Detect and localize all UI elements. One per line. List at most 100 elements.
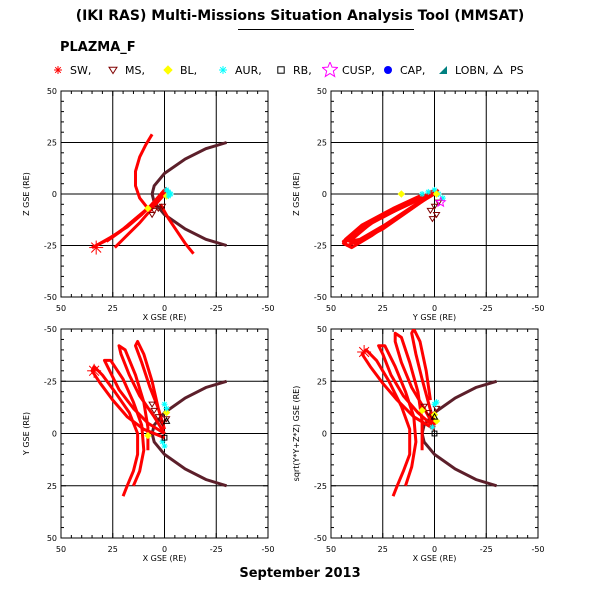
- orbit-track: [113, 190, 168, 249]
- circle-filled-icon: [384, 66, 392, 74]
- marker-ms: [150, 407, 159, 415]
- legend-label: RB,: [293, 63, 312, 77]
- x-tick-label: -25: [480, 545, 493, 554]
- data-layer: [87, 340, 228, 497]
- data-layer: [89, 133, 228, 255]
- legend-marker: [322, 62, 338, 78]
- y-tick-label: 25: [317, 139, 327, 148]
- orbit-track: [134, 133, 154, 210]
- plot-area: 50 25 0 -25 -50 50 25 0 -25 -50 X GSE (RE) sqrt(Y*Y…: [292, 325, 545, 563]
- y-tick-label: 0: [322, 190, 327, 199]
- y-axis-label: sqrt(Y*Y+Z*Z) GSE (RE): [292, 386, 301, 482]
- y-tick-label: 50: [317, 325, 327, 334]
- marker-ms: [420, 403, 429, 410]
- y-tick-label: 50: [317, 87, 327, 96]
- y-axis-label: Y GSE (RE): [22, 412, 31, 456]
- x-tick-label: 25: [378, 304, 388, 313]
- legend-marker: [219, 66, 227, 74]
- x-tick-label: 50: [56, 545, 66, 554]
- triangle-filled-icon: [439, 66, 447, 74]
- marker-bl: [432, 190, 441, 198]
- triangle-open-icon: [493, 64, 503, 74]
- plot-area: 50 25 0 -25 -50 50 25 0 -25 -50 X GSE (RE) Z GSE (R…: [22, 87, 275, 322]
- data-layer: [357, 329, 498, 497]
- marker-aur: [163, 405, 170, 412]
- marker-ms: [150, 207, 159, 215]
- x-tick-label: -50: [261, 304, 274, 313]
- y-tick-label: 25: [317, 377, 327, 386]
- y-tick-label: -25: [314, 242, 327, 251]
- legend-item-aur: AUR,: [215, 62, 262, 78]
- marker-ps: [162, 416, 171, 424]
- marker-ms: [162, 416, 171, 423]
- y-tick-label: 25: [47, 139, 57, 148]
- x-tick-label: 50: [326, 304, 336, 313]
- legend-marker: [277, 66, 285, 74]
- page-title: (IKI RAS) Multi-Missions Situation Analy…: [75, 8, 525, 24]
- legend-item-ps: PS: [490, 62, 524, 78]
- x-tick-label: 0: [162, 304, 167, 313]
- legend-label: AUR,: [235, 63, 262, 77]
- mission-name: PLAZMA_F: [60, 40, 136, 55]
- y-tick-label: 25: [47, 482, 57, 491]
- y-tick-label: -25: [44, 242, 57, 251]
- asterisk-icon: [54, 66, 62, 74]
- marker-bl: [144, 204, 152, 213]
- x-tick-label: -50: [531, 304, 544, 313]
- legend-item-rb: RB,: [273, 62, 312, 78]
- orbit-track: [103, 358, 166, 487]
- diamond-icon: [163, 65, 173, 75]
- orbit-track: [134, 340, 166, 430]
- x-axis-label: Y GSE (RE): [412, 313, 456, 322]
- orbit-track: [377, 344, 436, 487]
- x-tick-label: -50: [261, 545, 274, 554]
- legend-label: CAP,: [400, 63, 426, 77]
- boundary-curve: [150, 141, 228, 247]
- marker-ms: [432, 212, 441, 219]
- star-open-icon: [322, 62, 338, 78]
- legend-marker: [54, 66, 62, 74]
- legend-label: BL,: [180, 63, 198, 77]
- x-tick-label: 0: [162, 545, 167, 554]
- marker-sw: [87, 363, 102, 378]
- x-tick-label: 25: [108, 304, 118, 313]
- x-tick-label: 25: [378, 545, 388, 554]
- triangle-down-icon: [108, 66, 118, 75]
- marker-aur: [429, 424, 436, 431]
- marker-aur: [419, 191, 426, 197]
- legend-marker: [493, 64, 503, 74]
- square-open-icon: [277, 66, 285, 74]
- y-tick-label: 0: [52, 190, 57, 199]
- x-tick-label: -50: [531, 545, 544, 554]
- legend-item-lobn: LOBN,: [435, 62, 489, 78]
- legend-label: PS: [510, 63, 524, 77]
- marker-bl: [397, 190, 406, 198]
- orbit-track: [117, 344, 166, 451]
- marker-aur: [161, 401, 168, 408]
- legend-item-sw: SW,: [50, 62, 91, 78]
- y-tick-label: -50: [314, 293, 327, 302]
- x-tick-label: 50: [56, 304, 66, 313]
- y-axis-label: Z GSE (RE): [22, 172, 31, 216]
- marker-ms: [430, 203, 439, 211]
- x-axis-label: X GSE (RE): [143, 554, 187, 563]
- y-tick-label: 0: [52, 430, 57, 439]
- x-axis-label: X GSE (RE): [143, 313, 187, 322]
- y-tick-label: 0: [322, 430, 327, 439]
- x-axis-label: X GSE (RE): [413, 554, 457, 563]
- x-tick-label: -25: [210, 545, 223, 554]
- y-tick-label: -25: [314, 482, 327, 491]
- y-tick-label: 50: [47, 87, 57, 96]
- marker-bl: [162, 408, 171, 417]
- y-tick-label: 50: [47, 534, 57, 543]
- data-layer: [341, 186, 447, 250]
- marker-ms: [424, 410, 433, 417]
- legend: SW, MS, BL, AUR, RB, CUSP, CAP, LOBN, PS: [50, 62, 590, 82]
- marker-aur: [433, 399, 440, 406]
- asterisk-icon: [219, 66, 227, 74]
- marker-sw: [357, 344, 372, 359]
- legend-label: CUSP,: [342, 63, 375, 77]
